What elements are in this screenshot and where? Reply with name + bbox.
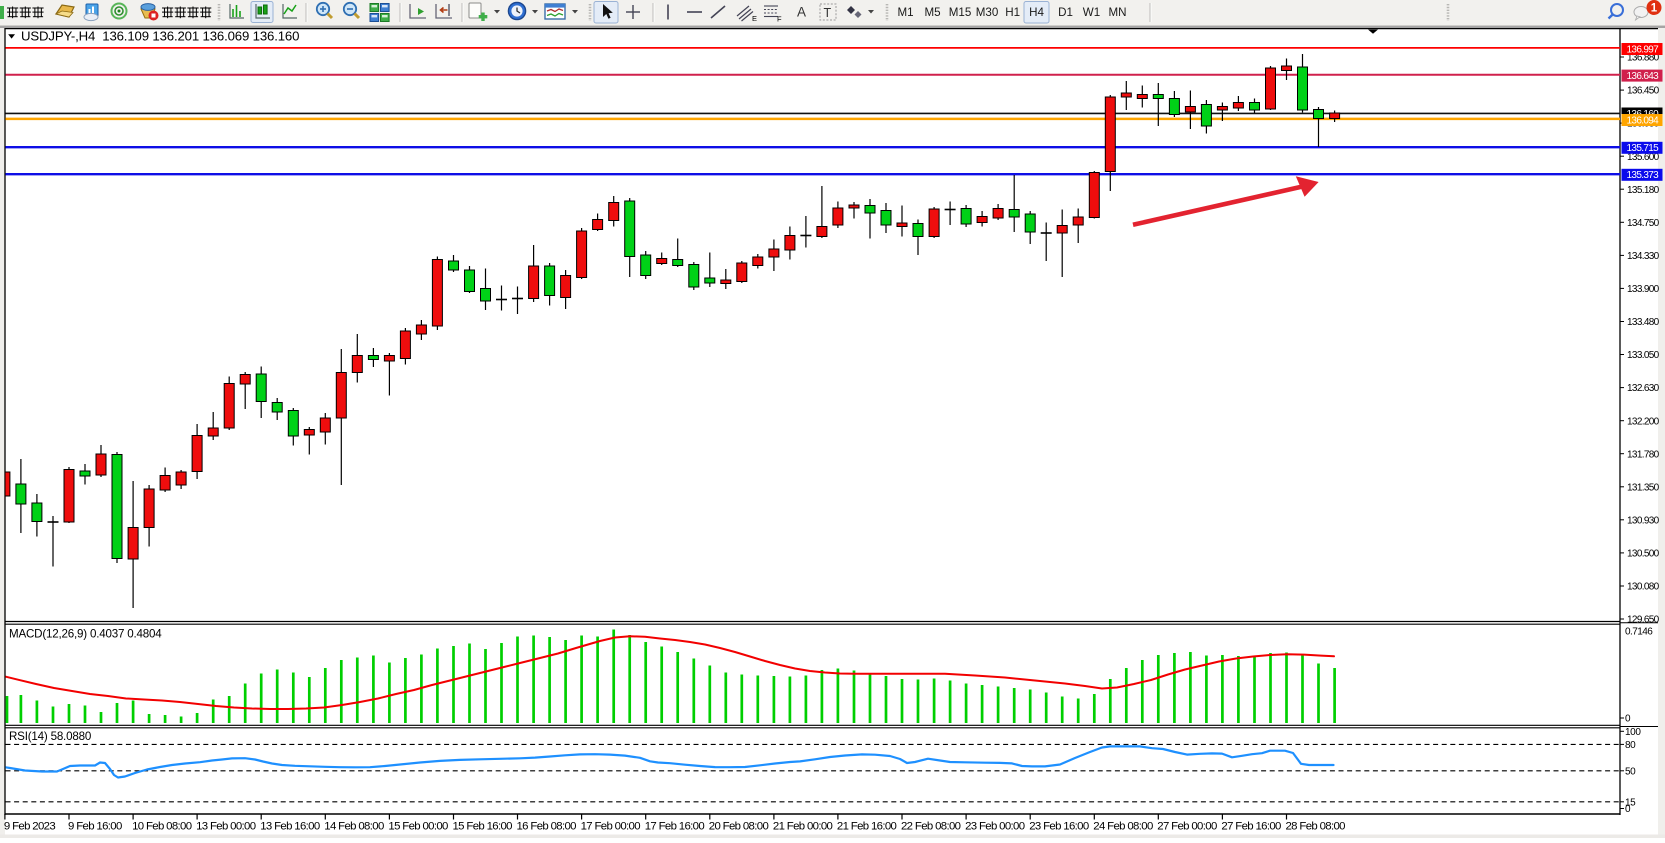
svg-text:132.630: 132.630 bbox=[1627, 383, 1660, 394]
svg-text:A: A bbox=[797, 5, 806, 20]
svg-text:23 Feb 00:00: 23 Feb 00:00 bbox=[965, 821, 1025, 833]
svg-text:133.050: 133.050 bbox=[1627, 350, 1660, 361]
svg-text:27 Feb 16:00: 27 Feb 16:00 bbox=[1221, 821, 1281, 833]
svg-text:M15: M15 bbox=[949, 6, 972, 19]
svg-text:M1: M1 bbox=[897, 6, 913, 19]
svg-text:24 Feb 08:00: 24 Feb 08:00 bbox=[1093, 821, 1153, 833]
svg-text:21 Feb 16:00: 21 Feb 16:00 bbox=[837, 821, 897, 833]
svg-text:136.643: 136.643 bbox=[1627, 71, 1660, 82]
svg-text:133.480: 133.480 bbox=[1627, 317, 1660, 328]
svg-text:136.997: 136.997 bbox=[1627, 44, 1660, 55]
svg-text:135.373: 135.373 bbox=[1627, 170, 1660, 181]
svg-text:130.080: 130.080 bbox=[1627, 582, 1660, 593]
svg-text:0: 0 bbox=[1625, 804, 1631, 815]
svg-text:21 Feb 00:00: 21 Feb 00:00 bbox=[773, 821, 833, 833]
svg-text:136.450: 136.450 bbox=[1627, 86, 1660, 97]
svg-text:50: 50 bbox=[1625, 766, 1636, 777]
svg-text:133.900: 133.900 bbox=[1627, 284, 1660, 295]
svg-text:D1: D1 bbox=[1058, 6, 1073, 19]
svg-text:134.330: 134.330 bbox=[1627, 251, 1660, 262]
svg-text:131.780: 131.780 bbox=[1627, 449, 1660, 460]
svg-text:10 Feb 08:00: 10 Feb 08:00 bbox=[132, 821, 192, 833]
svg-text:132.200: 132.200 bbox=[1627, 416, 1660, 427]
svg-text:USDJPY-,H4 136.109 136.201 13: USDJPY-,H4 136.109 136.201 136.069 136.1… bbox=[21, 29, 299, 44]
svg-text:F: F bbox=[777, 15, 782, 24]
svg-text:15 Feb 16:00: 15 Feb 16:00 bbox=[453, 821, 513, 833]
svg-text:134.750: 134.750 bbox=[1627, 218, 1660, 229]
svg-text:M5: M5 bbox=[924, 6, 940, 19]
svg-text:E: E bbox=[752, 14, 757, 23]
svg-text:9 Feb 2023: 9 Feb 2023 bbox=[4, 821, 55, 833]
svg-text:RSI(14) 58.0880: RSI(14) 58.0880 bbox=[9, 730, 91, 743]
svg-text:13 Feb 16:00: 13 Feb 16:00 bbox=[260, 821, 320, 833]
svg-text:13 Feb 00:00: 13 Feb 00:00 bbox=[196, 821, 256, 833]
svg-text:9 Feb 16:00: 9 Feb 16:00 bbox=[68, 821, 122, 833]
svg-text:20 Feb 08:00: 20 Feb 08:00 bbox=[709, 821, 769, 833]
svg-text:M30: M30 bbox=[976, 6, 999, 19]
svg-text:135.180: 135.180 bbox=[1627, 185, 1660, 196]
svg-text:14 Feb 08:00: 14 Feb 08:00 bbox=[324, 821, 384, 833]
svg-text:H4: H4 bbox=[1029, 6, 1044, 19]
svg-text:28 Feb 08:00: 28 Feb 08:00 bbox=[1286, 821, 1346, 833]
svg-text:136.094: 136.094 bbox=[1627, 115, 1660, 126]
svg-text:131.350: 131.350 bbox=[1627, 482, 1660, 493]
svg-text:80: 80 bbox=[1625, 740, 1636, 751]
svg-text:T: T bbox=[824, 6, 832, 20]
svg-text:MN: MN bbox=[1108, 6, 1126, 19]
svg-text:15 Feb 00:00: 15 Feb 00:00 bbox=[388, 821, 448, 833]
svg-text:17 Feb 00:00: 17 Feb 00:00 bbox=[581, 821, 641, 833]
svg-text:0: 0 bbox=[1625, 713, 1631, 724]
svg-text:27 Feb 00:00: 27 Feb 00:00 bbox=[1157, 821, 1217, 833]
svg-text:W1: W1 bbox=[1083, 6, 1100, 19]
svg-text:15: 15 bbox=[1625, 797, 1636, 808]
svg-text:1: 1 bbox=[1651, 3, 1658, 15]
svg-text:129.650: 129.650 bbox=[1627, 615, 1660, 626]
svg-text:0.7146: 0.7146 bbox=[1625, 627, 1653, 638]
svg-text:23 Feb 16:00: 23 Feb 16:00 bbox=[1029, 821, 1089, 833]
svg-text:136.880: 136.880 bbox=[1627, 53, 1660, 64]
svg-text:22 Feb 08:00: 22 Feb 08:00 bbox=[901, 821, 961, 833]
svg-text:130.930: 130.930 bbox=[1627, 515, 1660, 526]
svg-text:17 Feb 16:00: 17 Feb 16:00 bbox=[645, 821, 705, 833]
svg-text:H1: H1 bbox=[1005, 6, 1020, 19]
svg-text:135.600: 135.600 bbox=[1627, 152, 1660, 163]
svg-text:130.500: 130.500 bbox=[1627, 549, 1660, 560]
svg-text:135.715: 135.715 bbox=[1627, 143, 1660, 154]
svg-text:16 Feb 08:00: 16 Feb 08:00 bbox=[517, 821, 577, 833]
svg-text:100: 100 bbox=[1625, 727, 1641, 738]
svg-text:MACD(12,26,9) 0.4037 0.4804: MACD(12,26,9) 0.4037 0.4804 bbox=[9, 627, 162, 640]
